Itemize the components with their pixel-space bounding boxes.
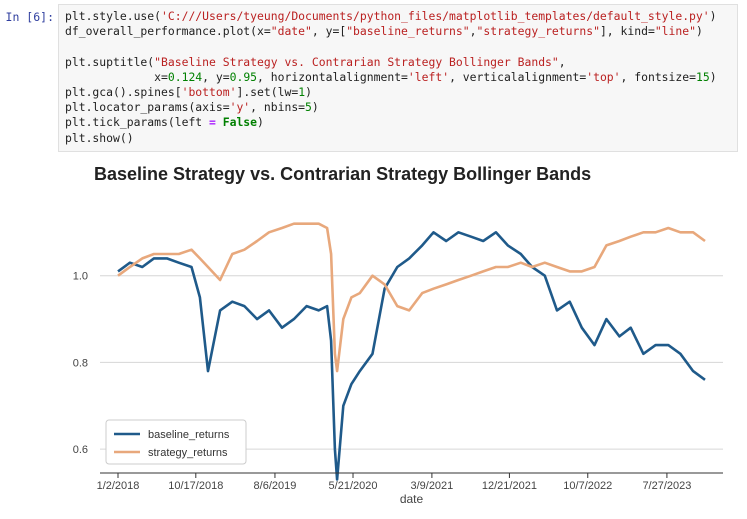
y-tick-label: 1.0 [73,271,88,283]
code-token: , y=[ [311,24,347,39]
chart-title: Baseline Strategy vs. Contrarian Strateg… [94,164,591,184]
code-token: "date" [270,24,312,39]
code-token: False [222,115,258,130]
code-token: plt.style.use( [65,9,162,23]
code-token: 'C:///Users/tyeung/Documents/python_file… [161,9,710,23]
code-token: , verticalalignment= [449,69,587,84]
code-line: plt.show() [65,131,731,146]
code-token: , fontsize= [620,69,696,84]
code-token: 0.124 [167,69,203,84]
code-token: plt.suptitle( [65,54,155,69]
code-line: plt.style.use('C:///Users/tyeung/Documen… [65,9,731,24]
code-token: , y= [202,69,230,84]
code-token [216,115,223,129]
x-tick-label: 8/6/2019 [254,480,297,492]
code-token: "Baseline Strategy vs. Contrarian Strate… [154,54,559,69]
code-line: plt.locator_params(axis='y', nbins=5) [65,100,731,115]
y-tick-label: 0.6 [73,444,88,456]
code-token: 1 [298,84,306,99]
cell-prompt: In [6]: [5,10,54,24]
code-token: ) [695,24,703,39]
code-line: plt.gca().spines['bottom'].set(lw=1) [65,85,731,100]
code-token: ].set(lw= [236,84,299,99]
code-token: 'left' [407,69,450,84]
plot-output: Baseline Strategy vs. Contrarian Strateg… [58,155,738,515]
code-line: plt.tick_params(left = False) [65,115,731,130]
code-token: , horizontalalignment= [257,69,408,84]
y-tick-label: 0.8 [73,357,88,369]
code-token: plt.locator_params(axis= [65,100,230,115]
code-token: plt.show() [65,130,134,145]
code-token: "baseline_returns" [346,24,470,39]
code-token: 'top' [586,69,621,84]
x-axis-label: date [400,492,424,506]
code-cell[interactable]: plt.style.use('C:///Users/tyeung/Documen… [58,4,738,152]
legend-box [105,419,247,465]
code-token: = [209,115,216,130]
x-tick-label: 7/27/2023 [642,480,691,492]
code-token: ) [709,69,717,84]
code-line [65,39,731,54]
code-token: 'bottom' [181,84,237,99]
code-token: x= [65,69,168,84]
code-line: df_overall_performance.plot(x="date", y=… [65,24,731,39]
legend: baseline_returns strategy_returns [105,419,247,465]
line-chart: Baseline Strategy vs. Contrarian Strateg… [73,164,723,506]
code-token: 0.95 [229,69,258,84]
code-token: , [469,24,477,39]
code-token: df_overall_performance.plot(x= [65,24,271,39]
code-line: x=0.124, y=0.95, horizontalalignment='le… [65,70,731,85]
x-tick-label: 3/9/2021 [410,480,453,492]
code-token: "line" [654,24,696,39]
code-token: ) [311,100,319,115]
x-tick-label: 1/2/2018 [97,480,140,492]
x-tick-label: 10/17/2018 [168,480,223,492]
code-token: ) [709,9,717,23]
code-token: ) [305,84,312,99]
code-token: 5 [305,100,312,115]
code-line: plt.suptitle("Baseline Strategy vs. Cont… [65,55,731,70]
code-token: ], kind= [599,24,655,39]
x-tick-label: 5/21/2020 [329,480,378,492]
legend-label: baseline_returns [148,429,230,441]
code-token: 15 [695,69,710,84]
code-token: plt.gca().spines[ [65,84,182,99]
x-tick-label: 12/21/2021 [482,480,537,492]
code-token: , nbins= [250,100,306,115]
code-token: ) [257,115,264,130]
code-token: 'y' [229,100,251,115]
series-line-baseline-returns [117,231,706,481]
code-token: , [558,54,566,69]
series-line-strategy-returns [117,222,706,373]
code-token: plt.tick_params(left [65,115,210,130]
legend-label: strategy_returns [148,447,228,459]
x-tick-label: 10/7/2022 [563,480,612,492]
code-token: "strategy_returns" [476,24,600,39]
